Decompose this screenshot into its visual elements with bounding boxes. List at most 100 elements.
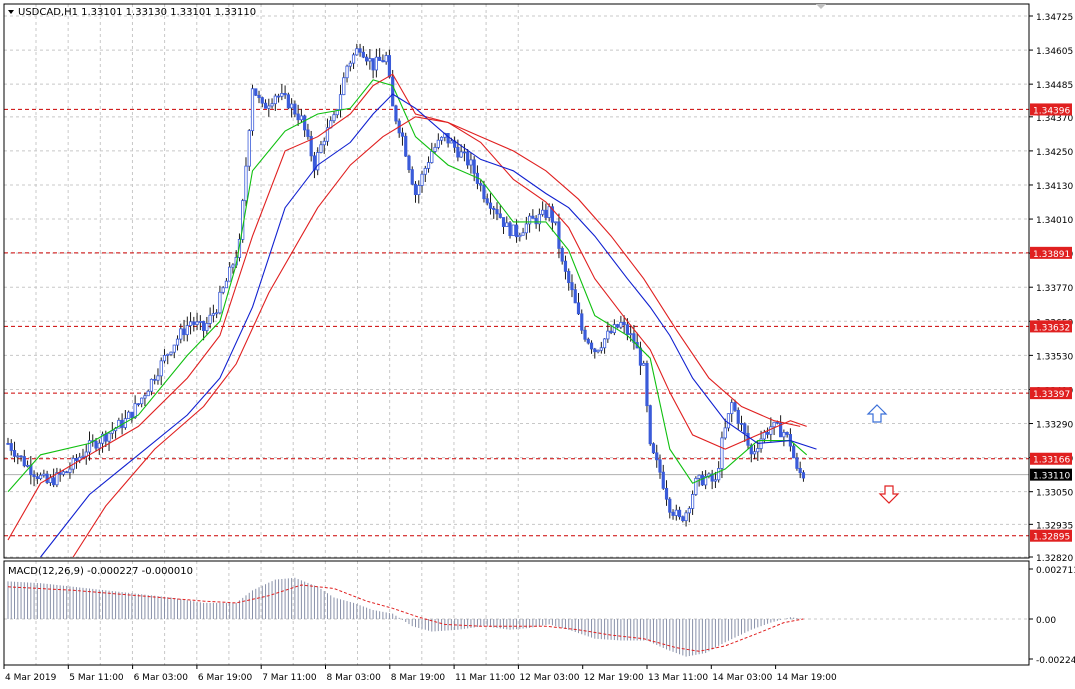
candle-body bbox=[94, 440, 98, 449]
macd-signal-line bbox=[7, 584, 804, 652]
candle-body bbox=[32, 474, 36, 478]
candle-body bbox=[283, 93, 287, 96]
candle-body bbox=[449, 140, 453, 144]
candle-body bbox=[417, 185, 421, 196]
candle-body bbox=[25, 464, 30, 467]
candle-body bbox=[625, 324, 630, 335]
candle-body bbox=[779, 422, 783, 438]
candle-body bbox=[384, 55, 388, 63]
time-tick-label: 7 Mar 11:00 bbox=[262, 673, 317, 683]
candle-body bbox=[694, 477, 698, 495]
candle-body bbox=[394, 105, 398, 122]
candle-body bbox=[495, 209, 499, 215]
candle-body bbox=[198, 321, 202, 323]
price-grid bbox=[4, 4, 1029, 558]
time-tick-label: 11 Mar 11:00 bbox=[455, 673, 515, 683]
candle-body bbox=[664, 487, 669, 500]
candle-body bbox=[153, 378, 157, 381]
price-tick-label: 1.34370 bbox=[1036, 114, 1073, 124]
candle-body bbox=[410, 169, 414, 185]
candle-body bbox=[211, 313, 215, 316]
chart-header: USDCAD,H1 1.33101 1.33130 1.33101 1.3311… bbox=[8, 4, 826, 18]
candle-body bbox=[586, 338, 590, 344]
candle-body bbox=[185, 325, 189, 336]
candle-body bbox=[544, 209, 548, 218]
candle-body bbox=[583, 329, 587, 340]
candle-body bbox=[364, 56, 369, 62]
price-level-tag bbox=[1030, 452, 1072, 465]
time-tick-label: 8 Mar 03:00 bbox=[327, 673, 382, 683]
candle-body bbox=[713, 479, 718, 482]
candle-body bbox=[557, 221, 561, 249]
candle-body bbox=[560, 248, 564, 262]
candle-body bbox=[381, 60, 385, 63]
candle-body bbox=[482, 184, 486, 200]
candle-body bbox=[756, 448, 760, 453]
candle-body bbox=[511, 224, 515, 237]
candle-body bbox=[498, 213, 502, 218]
candle-body bbox=[736, 409, 740, 424]
candle-body bbox=[792, 445, 796, 459]
candle-body bbox=[531, 215, 535, 219]
price-level-label: 1.33166 bbox=[1033, 456, 1070, 466]
macd-panel bbox=[7, 577, 804, 657]
shift-marker-icon[interactable] bbox=[816, 4, 826, 9]
candle-body bbox=[739, 422, 744, 425]
candle-body bbox=[407, 155, 411, 171]
candle-body bbox=[730, 402, 734, 415]
candle-body bbox=[325, 127, 330, 142]
price-frame bbox=[3, 3, 1030, 559]
candle-body bbox=[270, 103, 274, 107]
candle-body bbox=[528, 215, 532, 225]
candle-body bbox=[231, 264, 235, 268]
candle-body bbox=[299, 115, 304, 121]
candle-body bbox=[534, 217, 538, 225]
candle-body bbox=[752, 451, 757, 455]
candle-body bbox=[273, 95, 277, 105]
price-tick-label: 1.33530 bbox=[1036, 352, 1073, 362]
price-level-label: 1.33891 bbox=[1033, 250, 1070, 260]
candle-body bbox=[130, 411, 134, 418]
candle-body bbox=[710, 473, 714, 482]
candle-body bbox=[762, 431, 766, 440]
price-tick-label: 1.33770 bbox=[1036, 284, 1073, 294]
price-level-tag bbox=[1030, 246, 1072, 259]
time-tick-label: 6 Mar 03:00 bbox=[134, 673, 189, 683]
candle-body bbox=[576, 302, 581, 315]
candle-body bbox=[717, 468, 721, 481]
candle-body bbox=[159, 360, 163, 377]
candle-body bbox=[772, 421, 776, 428]
candle-body bbox=[39, 474, 43, 480]
candle-body bbox=[224, 280, 229, 289]
candle-body bbox=[642, 362, 646, 366]
macd-tick-label: -0.00224 bbox=[1036, 656, 1075, 666]
candle-body bbox=[765, 431, 770, 435]
price-level-label: 1.33397 bbox=[1033, 390, 1070, 400]
candle-body bbox=[677, 509, 682, 518]
candle-body bbox=[309, 136, 313, 157]
candle-body bbox=[580, 313, 584, 331]
time-tick-label: 13 Mar 11:00 bbox=[648, 673, 708, 683]
candle-body bbox=[567, 270, 571, 284]
candle-body bbox=[361, 51, 365, 58]
candle-body bbox=[35, 476, 39, 480]
candle-body bbox=[570, 282, 574, 291]
candle-body bbox=[687, 508, 691, 514]
price-axis: 1.34725 1.34605 1.34485 1.34370 1.34250 1.341… bbox=[1029, 13, 1073, 564]
time-tick-label: 12 Mar 19:00 bbox=[584, 673, 644, 683]
candle-body bbox=[589, 342, 594, 350]
candle-body bbox=[19, 455, 23, 458]
candle-body bbox=[342, 77, 346, 96]
candle-body bbox=[674, 509, 678, 516]
candle-body bbox=[505, 222, 509, 227]
candle-body bbox=[263, 102, 268, 109]
price-tick-label: 1.34485 bbox=[1036, 81, 1073, 91]
dropdown-icon[interactable] bbox=[8, 10, 14, 14]
candle-body bbox=[599, 347, 603, 351]
candle-body bbox=[215, 312, 219, 315]
candle-body bbox=[492, 207, 496, 210]
price-tick-label: 1.34605 bbox=[1036, 47, 1073, 57]
candle-body bbox=[143, 395, 147, 399]
candle-body bbox=[179, 328, 183, 340]
candle-body bbox=[260, 97, 264, 104]
